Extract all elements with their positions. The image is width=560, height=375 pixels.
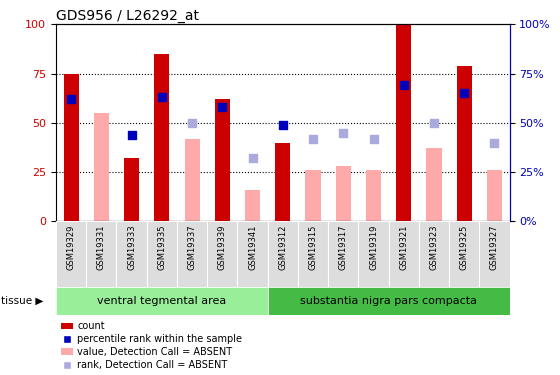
Bar: [396, 24, 411, 221]
Bar: [336, 166, 351, 221]
Point: [188, 120, 197, 126]
Text: GSM19317: GSM19317: [339, 225, 348, 270]
Point: [369, 136, 378, 142]
FancyBboxPatch shape: [328, 221, 358, 287]
Point: [127, 132, 136, 138]
Text: GSM19341: GSM19341: [248, 225, 257, 270]
Bar: [487, 170, 502, 221]
Bar: [245, 190, 260, 221]
Text: GSM19331: GSM19331: [97, 225, 106, 270]
Bar: [366, 170, 381, 221]
FancyBboxPatch shape: [177, 221, 207, 287]
Bar: [276, 142, 290, 221]
Text: tissue ▶: tissue ▶: [1, 296, 44, 306]
Bar: [214, 99, 230, 221]
FancyBboxPatch shape: [449, 221, 479, 287]
Text: GSM19321: GSM19321: [399, 225, 408, 270]
Bar: [124, 158, 139, 221]
FancyBboxPatch shape: [207, 221, 237, 287]
FancyBboxPatch shape: [147, 221, 177, 287]
FancyBboxPatch shape: [237, 221, 268, 287]
Bar: [154, 54, 169, 221]
Text: GSM19333: GSM19333: [127, 225, 136, 270]
Text: substantia nigra pars compacta: substantia nigra pars compacta: [300, 296, 477, 306]
Bar: [94, 113, 109, 221]
Text: GSM19337: GSM19337: [188, 225, 197, 270]
Text: GSM19312: GSM19312: [278, 225, 287, 270]
Point: [278, 122, 287, 128]
FancyBboxPatch shape: [479, 221, 510, 287]
Bar: [427, 148, 442, 221]
Point: [339, 130, 348, 136]
Text: ventral tegmental area: ventral tegmental area: [97, 296, 226, 306]
FancyBboxPatch shape: [56, 287, 268, 315]
Text: GSM19327: GSM19327: [490, 225, 499, 270]
Bar: [63, 74, 78, 221]
Point: [399, 82, 408, 88]
Bar: [184, 139, 199, 221]
Point: [490, 140, 499, 146]
Point: [460, 90, 469, 96]
Text: GSM19329: GSM19329: [67, 225, 76, 270]
FancyBboxPatch shape: [86, 221, 116, 287]
Point: [430, 120, 438, 126]
FancyBboxPatch shape: [268, 287, 510, 315]
Text: GSM19335: GSM19335: [157, 225, 166, 270]
Bar: [457, 66, 472, 221]
Point: [309, 136, 318, 142]
FancyBboxPatch shape: [358, 221, 389, 287]
Legend: count, percentile rank within the sample, value, Detection Call = ABSENT, rank, : count, percentile rank within the sample…: [61, 321, 242, 370]
Text: GDS956 / L26292_at: GDS956 / L26292_at: [56, 9, 199, 23]
FancyBboxPatch shape: [419, 221, 449, 287]
Point: [157, 94, 166, 100]
Text: GSM19339: GSM19339: [218, 225, 227, 270]
Text: GSM19319: GSM19319: [369, 225, 378, 270]
FancyBboxPatch shape: [298, 221, 328, 287]
Text: GSM19323: GSM19323: [430, 225, 438, 270]
FancyBboxPatch shape: [56, 221, 86, 287]
Text: GSM19325: GSM19325: [460, 225, 469, 270]
Text: GSM19315: GSM19315: [309, 225, 318, 270]
FancyBboxPatch shape: [116, 221, 147, 287]
FancyBboxPatch shape: [268, 221, 298, 287]
Bar: [306, 170, 320, 221]
Point: [248, 155, 257, 161]
Point: [218, 104, 227, 110]
Point: [67, 96, 76, 102]
FancyBboxPatch shape: [389, 221, 419, 287]
